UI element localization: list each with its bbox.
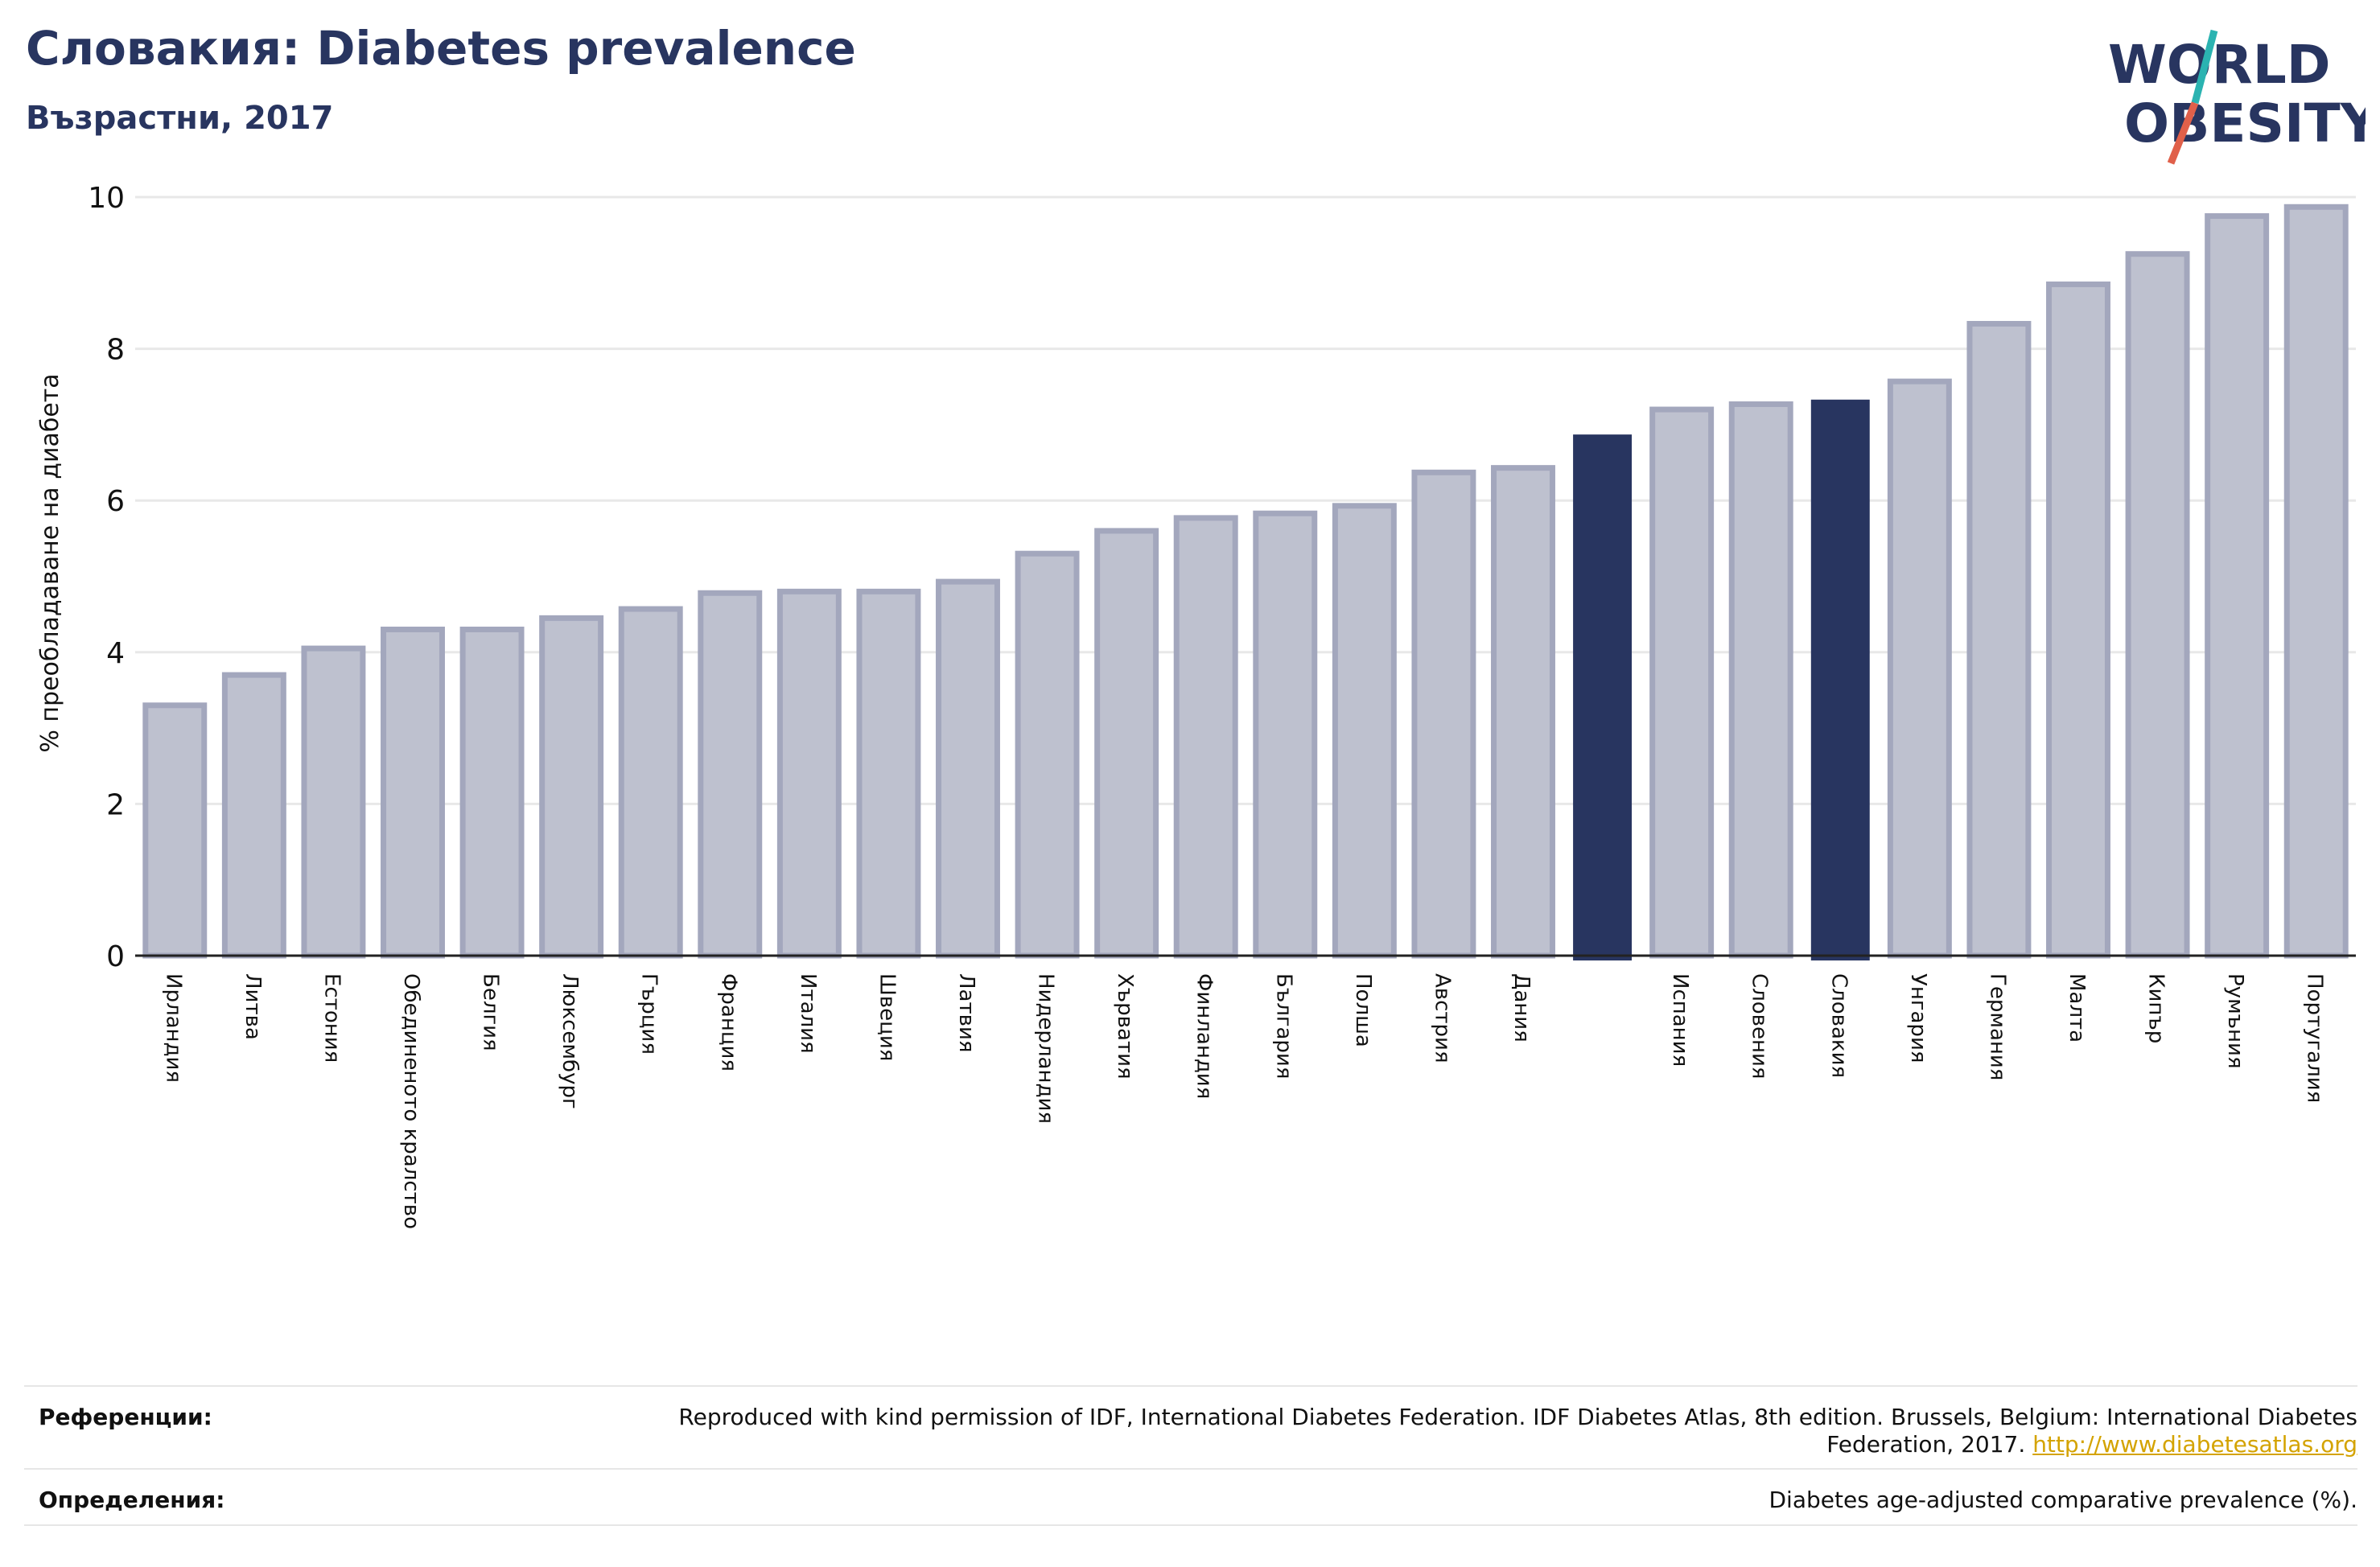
bar xyxy=(1253,510,1318,959)
bar xyxy=(301,645,366,959)
bar xyxy=(1966,320,2032,959)
references-text: Reproduced with kind permission of IDF, … xyxy=(678,1404,2357,1458)
category-label: Германия xyxy=(1985,973,2009,1080)
bar xyxy=(1810,399,1870,960)
category-label: Полша xyxy=(1351,973,1375,1047)
category-label: Литва xyxy=(241,973,265,1040)
category-label: Австрия xyxy=(1430,973,1454,1063)
footer-divider-middle xyxy=(24,1468,2357,1470)
chart-subtitle: Възрастни, 2017 xyxy=(26,100,334,137)
category-label: Словакия xyxy=(1826,973,1851,1078)
category-label: Испания xyxy=(1668,973,1692,1067)
category-label: Португалия xyxy=(2303,973,2327,1103)
footer-definitions: Определения: Diabetes age-adjusted compa… xyxy=(24,1487,2357,1519)
y-tick-labels: 0 2 4 6 8 10 xyxy=(88,182,125,973)
footer-divider-top xyxy=(24,1385,2357,1387)
chart-title: Словакия: Diabetes prevalence xyxy=(26,21,856,76)
bar xyxy=(1649,406,1715,959)
category-label: Италия xyxy=(796,973,820,1054)
bar xyxy=(1887,378,1952,959)
bar xyxy=(221,672,286,959)
footer-references: Референции: Reproduced with kind permiss… xyxy=(24,1404,2357,1468)
y-tick-label: 0 xyxy=(106,940,125,973)
bar xyxy=(1173,515,1238,959)
category-label: България xyxy=(1271,973,1295,1079)
category-label: Нидерландия xyxy=(1034,973,1058,1124)
bar xyxy=(936,578,1000,959)
logo-slash-bottom-icon xyxy=(2167,101,2199,165)
bar xyxy=(2046,281,2110,959)
references-value: Reproduced with kind permission of IDF, … xyxy=(628,1404,2357,1458)
bar xyxy=(1728,401,1793,959)
category-label: Люксембург xyxy=(558,973,582,1109)
footer-divider-bottom xyxy=(24,1524,2357,1526)
definitions-value: Diabetes age-adjusted comparative preval… xyxy=(1769,1487,2358,1513)
bar xyxy=(2125,251,2190,959)
logo-slash-top-icon xyxy=(2191,29,2218,105)
category-label: Словения xyxy=(1748,973,1772,1080)
category-labels: Ирландия Литва Естония Обединеното кралство… xyxy=(161,973,2326,1229)
category-label: Дания xyxy=(1509,973,1534,1043)
category-label: Финландия xyxy=(1192,973,1217,1099)
logo-line2: OBESITY xyxy=(2124,93,2366,154)
category-label: Обединеното кралство xyxy=(399,973,423,1229)
bar xyxy=(1015,550,1080,959)
bar xyxy=(1573,434,1633,960)
category-label: Ирландия xyxy=(161,973,185,1083)
bar xyxy=(1491,465,1555,959)
category-label: Хърватия xyxy=(1113,973,1137,1080)
category-label: Естония xyxy=(319,973,344,1063)
references-link[interactable]: http://www.diabetesatlas.org xyxy=(2032,1431,2357,1458)
y-tick-label: 8 xyxy=(106,334,125,367)
bar xyxy=(618,606,683,959)
bar xyxy=(459,627,525,959)
logo-line1: WORLD xyxy=(2108,34,2331,96)
bar xyxy=(2283,204,2349,959)
bar xyxy=(539,615,604,959)
category-label: Унгария xyxy=(1906,973,1930,1063)
references-label: Референции: xyxy=(39,1404,212,1430)
bar xyxy=(776,588,842,959)
category-label: Белгия xyxy=(479,973,503,1051)
category-label: Малта xyxy=(2065,973,2089,1043)
category-label: Франция xyxy=(716,973,740,1071)
category-label: Швеция xyxy=(875,973,899,1061)
bar-chart: 0 2 4 6 8 10 Ирландия Литва Естония Обединеното … xyxy=(36,182,2356,1229)
y-tick-label: 10 xyxy=(88,182,125,215)
category-label: Кипър xyxy=(2144,973,2168,1043)
y-axis-label: % преобладаване на диабета xyxy=(36,373,64,752)
bar xyxy=(1411,469,1476,959)
y-tick-label: 6 xyxy=(106,485,125,518)
category-label: Румъния xyxy=(2223,973,2247,1069)
bar xyxy=(1332,503,1397,959)
bar xyxy=(2205,213,2270,959)
bars xyxy=(142,204,2349,960)
definitions-label: Определения: xyxy=(39,1487,225,1513)
category-label: Латвия xyxy=(954,973,978,1053)
y-tick-label: 4 xyxy=(106,637,125,670)
category-label: Гърция xyxy=(637,973,661,1055)
bar xyxy=(381,627,445,959)
world-obesity-logo: WORLD OBESITY xyxy=(2108,29,2366,165)
bar xyxy=(698,590,763,959)
bar xyxy=(1094,528,1159,959)
bar xyxy=(142,702,208,959)
bar xyxy=(856,588,921,959)
y-tick-label: 2 xyxy=(106,788,125,821)
